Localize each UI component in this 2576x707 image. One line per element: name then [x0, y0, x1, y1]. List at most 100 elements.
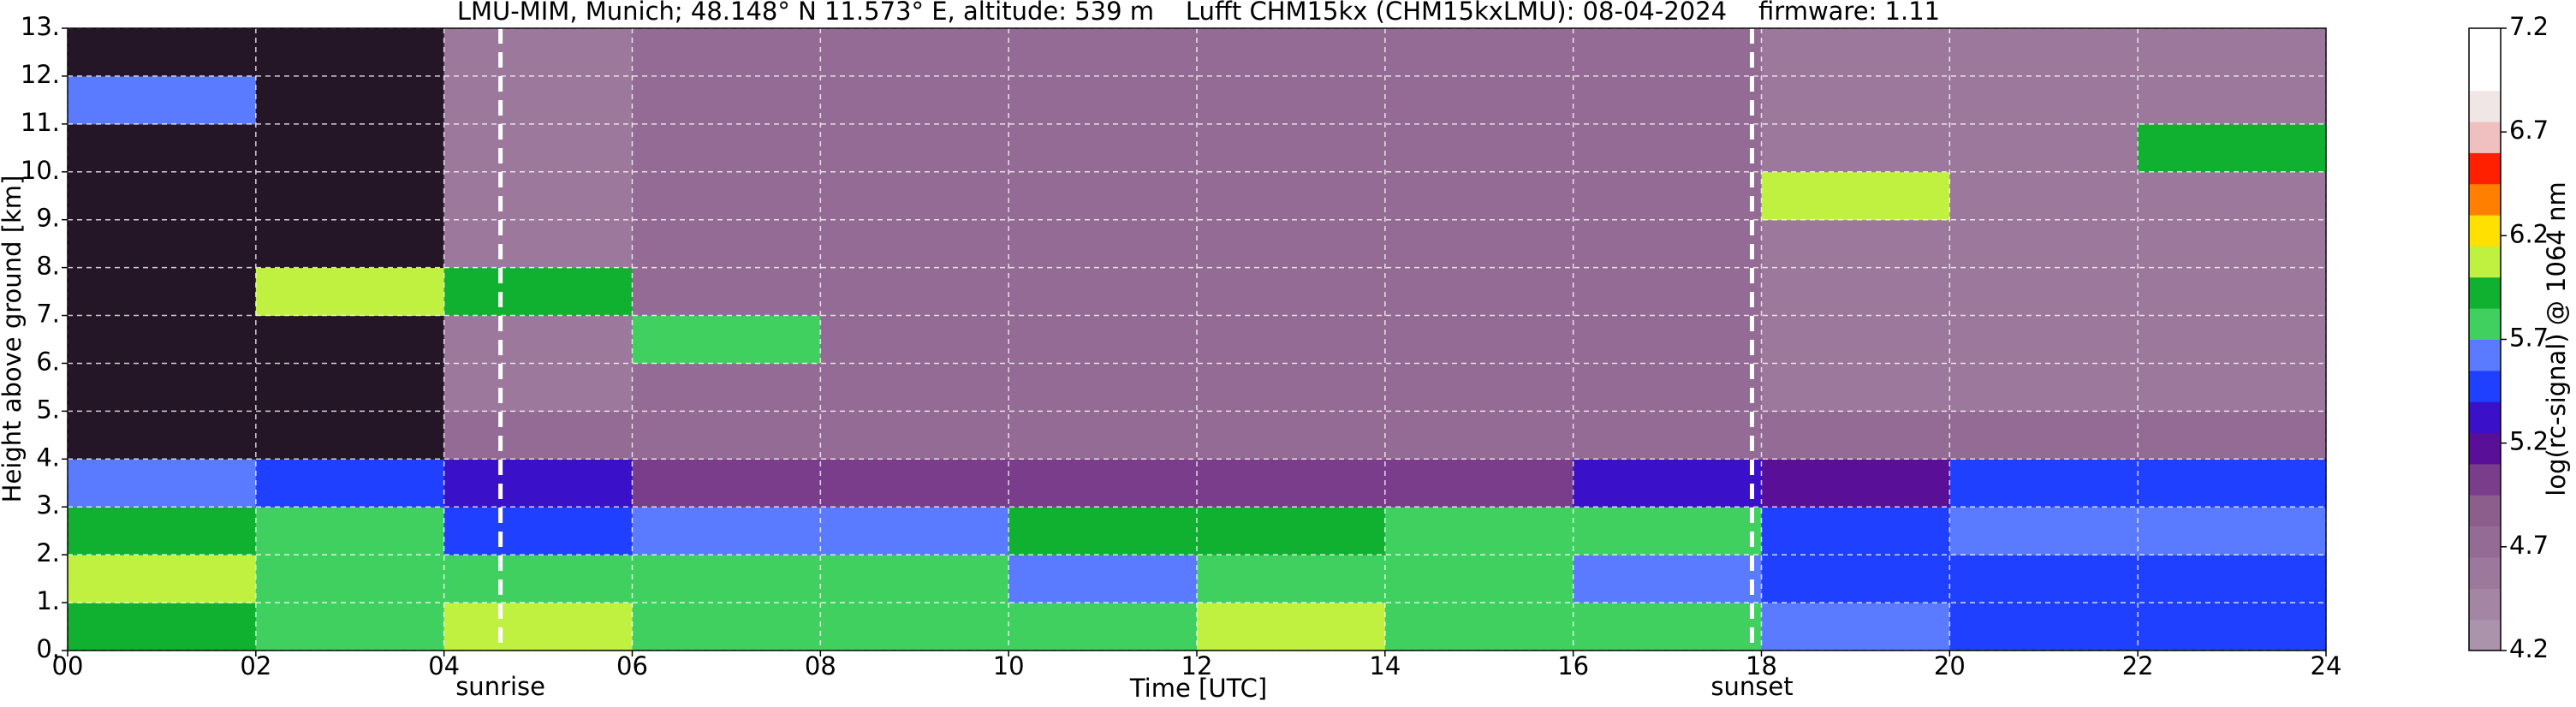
heatmap-cell	[632, 411, 821, 460]
heatmap-cell	[2138, 507, 2327, 556]
colorbar-segment	[2469, 432, 2501, 465]
heatmap-cell	[2138, 459, 2327, 508]
heatmap-cell	[1384, 75, 1574, 125]
y-tick-label: 3.	[36, 490, 60, 520]
x-tick-label: 08	[805, 651, 836, 680]
heatmap-cell	[68, 75, 257, 125]
heatmap-cell	[632, 219, 821, 269]
heatmap-cell	[820, 555, 1009, 603]
heatmap-cell	[632, 507, 821, 556]
heatmap-cell	[1573, 363, 1762, 412]
colorbar-segment	[2469, 588, 2501, 621]
colorbar-segment	[2469, 28, 2501, 60]
heatmap-cell	[1197, 363, 1386, 412]
colorbar-tick-label: 4.7	[2509, 531, 2549, 560]
heatmap-cell	[443, 315, 633, 364]
plot-frame	[67, 27, 2327, 651]
colorbar-segment	[2469, 339, 2501, 371]
y-tick-label: 6.	[36, 347, 60, 376]
x-tick-label: 20	[1934, 651, 1966, 680]
heatmap-cell	[1008, 75, 1198, 125]
heatmap-cell	[2138, 171, 2327, 221]
heatmap-cell	[1008, 459, 1198, 508]
heatmap-cell	[2138, 219, 2327, 269]
heatmap-cell	[1197, 459, 1386, 508]
x-tick-label: 06	[616, 651, 648, 680]
heatmap-cell	[1573, 28, 1762, 77]
colorbar-segment	[2469, 370, 2501, 402]
heatmap-cell	[1761, 75, 1950, 125]
x-tick-label: 12	[1181, 651, 1213, 680]
heatmap-cell	[2138, 315, 2327, 364]
heatmap-cell	[1949, 267, 2139, 317]
y-tick-label: 8.	[36, 252, 60, 281]
heatmap-cell	[1573, 267, 1762, 317]
colorbar-segment	[2469, 401, 2501, 434]
heatmap-cell	[632, 267, 821, 317]
heatmap-cell	[1761, 603, 1950, 651]
colorbar-tick-label: 7.2	[2509, 12, 2549, 41]
heatmap-cell	[443, 219, 633, 269]
heatmap-cell	[1197, 75, 1386, 125]
heatmap-cell	[1384, 219, 1574, 269]
heatmap-cell	[2138, 28, 2327, 77]
heatmap-cell	[820, 363, 1009, 412]
heatmap-cell	[820, 171, 1009, 221]
heatmap-cell	[1008, 219, 1198, 269]
heatmap-cell	[255, 555, 445, 603]
heatmap-cell	[1008, 603, 1198, 651]
heatmap-cell	[1949, 28, 2139, 77]
heatmap-cell	[443, 267, 633, 317]
colorbar-label: log(rc-signal) @ 1064 nm	[2542, 181, 2571, 496]
heatmap-cell	[1384, 315, 1574, 364]
heatmap-cell	[632, 123, 821, 173]
heatmap-cell	[632, 75, 821, 125]
x-tick-label: 02	[240, 651, 271, 680]
heatmap-cell	[255, 75, 445, 125]
heatmap-cell	[1761, 555, 1950, 603]
heatmap-cell	[1949, 171, 2139, 221]
heatmap-cell	[820, 459, 1009, 508]
x-tick-label: 04	[428, 651, 460, 680]
heatmap-cell	[255, 411, 445, 460]
heatmap-cell	[68, 507, 257, 556]
y-tick-label: 10.	[21, 156, 60, 185]
x-tick-label: 18	[1746, 651, 1777, 680]
heatmap-cell	[1384, 267, 1574, 317]
colorbar-segment	[2469, 308, 2501, 340]
event-label: sunset	[1710, 672, 1793, 701]
heatmap-cell	[1008, 28, 1198, 77]
x-tick-label: 10	[993, 651, 1025, 680]
heatmap-cell	[632, 603, 821, 651]
heatmap-cell	[1573, 555, 1762, 603]
heatmap-cell	[1573, 75, 1762, 125]
heatmap-cell	[1008, 507, 1198, 556]
heatmap-cell	[632, 28, 821, 77]
heatmap-cell	[443, 123, 633, 173]
heatmap-cell	[1197, 123, 1386, 173]
colorbar-segment	[2469, 495, 2501, 527]
heatmap-cell	[1197, 219, 1386, 269]
heatmap-cell	[68, 603, 257, 651]
heatmap-cell	[1761, 363, 1950, 412]
heatmap-cell	[1384, 171, 1574, 221]
colorbar-segment	[2469, 122, 2501, 153]
heatmap-cell	[255, 28, 445, 77]
heatmap-cell	[1573, 507, 1762, 556]
heatmap-cell	[68, 363, 257, 412]
heatmap-cell	[1197, 267, 1386, 317]
x-tick-label: 00	[52, 651, 84, 680]
y-tick-label: 13.	[21, 12, 60, 41]
heatmap-cell	[1384, 123, 1574, 173]
colorbar-segment	[2469, 619, 2501, 651]
heatmap-cell	[1573, 603, 1762, 651]
heatmap-cell	[68, 171, 257, 221]
heatmap-cell	[632, 171, 821, 221]
heatmap-cell	[1197, 171, 1386, 221]
heatmap-cell	[443, 507, 633, 556]
heatmap-cell	[255, 171, 445, 221]
heatmap-cell	[1761, 267, 1950, 317]
colorbar-tick-label: 5.2	[2509, 427, 2549, 456]
heatmap-cell	[820, 75, 1009, 125]
heatmap-cell	[1949, 459, 2139, 508]
